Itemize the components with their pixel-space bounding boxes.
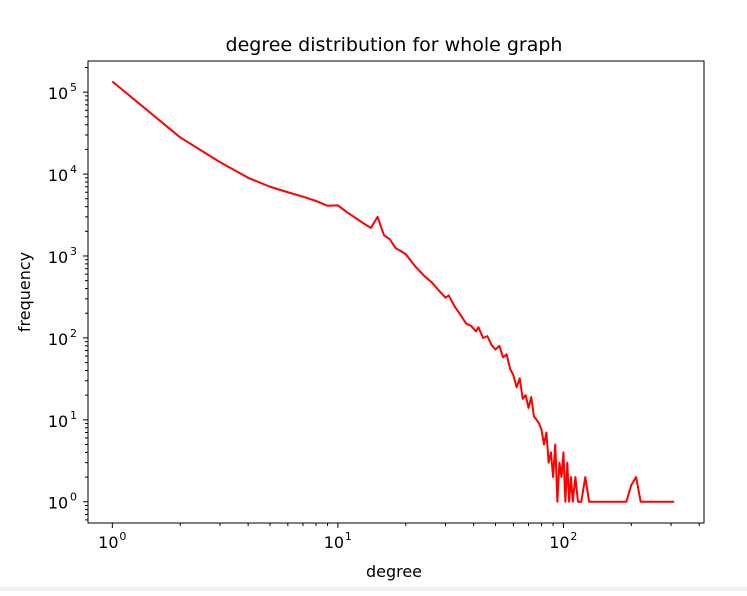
series-layer bbox=[111, 80, 675, 503]
x-tick-exponent: 2 bbox=[570, 530, 577, 543]
y-tick-exponent: 5 bbox=[70, 81, 77, 94]
y-tick-exponent: 1 bbox=[70, 409, 77, 422]
y-tick-label: 10 bbox=[48, 330, 68, 349]
window-bottom-strip bbox=[0, 587, 747, 591]
y-tick-exponent: 2 bbox=[70, 327, 77, 340]
y-tick-exponent: 0 bbox=[70, 491, 77, 504]
y-tick-label: 10 bbox=[48, 248, 68, 267]
x-axis-label: degree bbox=[366, 562, 422, 581]
y-axis-label: frequency bbox=[15, 252, 34, 332]
x-tick-label: 10 bbox=[549, 533, 569, 552]
y-tick-label: 10 bbox=[48, 494, 68, 513]
chart-title: degree distribution for whole graph bbox=[226, 34, 563, 56]
x-tick-exponent: 1 bbox=[345, 530, 352, 543]
y-tick-label: 10 bbox=[48, 84, 68, 103]
x-tick-exponent: 0 bbox=[119, 530, 126, 543]
y-tick-label: 10 bbox=[48, 412, 68, 431]
series-line-0 bbox=[111, 80, 675, 503]
y-tick-label: 10 bbox=[48, 166, 68, 185]
x-tick-label: 10 bbox=[324, 533, 344, 552]
y-tick-exponent: 3 bbox=[70, 245, 77, 258]
y-tick-exponent: 4 bbox=[70, 163, 77, 176]
x-axis-ticks: 10 0 10 1 10 2 bbox=[98, 523, 700, 552]
plot-area-frame bbox=[87, 60, 705, 524]
x-tick-label: 10 bbox=[98, 533, 118, 552]
